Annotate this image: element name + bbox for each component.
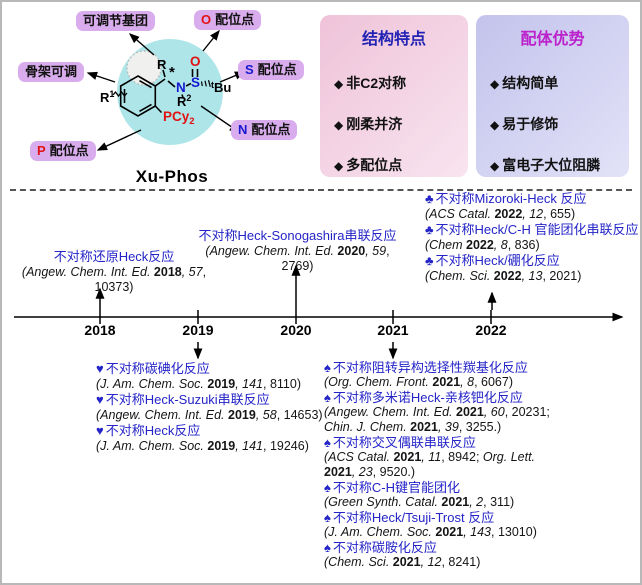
events-2018: 不对称还原Heck反应 (Angew. Chem. Int. Ed. 2018, …	[4, 249, 224, 295]
events-2020: 不对称Heck-Sonogashira串联反应 (Angew. Chem. Int…	[190, 228, 405, 274]
reference-citation: (Chem. Sci. 2021, 12, 8241)	[324, 555, 481, 570]
label-o-site: O 配位点	[194, 10, 262, 31]
reaction-title: ♠ 不对称Heck/Tsuji-Trost 反应	[324, 509, 495, 525]
advantage-item: ◆ 易于修饰	[490, 116, 559, 132]
s-site-atom: S	[245, 62, 254, 77]
reference-citation: (Angew. Chem. Int. Ed. 2020, 59, 2769)	[205, 243, 390, 274]
suit-bullet-icon: ♠	[324, 434, 331, 450]
feature-item: ◆ 非C2对称	[334, 75, 407, 91]
year-label-2018: 2018	[84, 322, 116, 338]
reference-citation: (ACS Catal. 2021, 11, 8942; Org. Lett. 2…	[324, 450, 536, 479]
o-atom-label: O	[190, 54, 201, 69]
feature-item: ◆ 多配位点	[334, 157, 403, 173]
suit-bullet-icon: ♣	[425, 191, 434, 206]
reaction-title: ♥ 不对称碳碘化反应	[96, 361, 210, 376]
reaction-title: ♥ 不对称Heck反应	[96, 423, 201, 439]
reference-citation: (Chem 2022, 8, 836)	[425, 237, 540, 252]
reference-citation: (Green Synth. Catal. 2021, 2, 311)	[324, 495, 515, 510]
suit-bullet-icon: ♥	[96, 392, 104, 408]
year-label-2022: 2022	[475, 322, 507, 338]
events-2021: ♠ 不对称阻转异构选择性羰基化反应 (Org. Chem. Front. 2021,…	[324, 360, 636, 570]
reference-citation: (Angew. Chem. Int. Ed. 2019, 58, 14653)	[96, 407, 323, 422]
reaction-title: ♠ 不对称C-H键官能团化	[324, 479, 461, 495]
suit-bullet-icon: ♣	[425, 253, 434, 269]
reaction-title: ♠ 不对称阻转异构选择性羰基化反应	[324, 360, 528, 375]
diamond-bullet-icon: ◆	[490, 159, 500, 173]
diamond-bullet-icon: ◆	[490, 77, 500, 91]
ligand-advantages-box: 配体优势 ◆ 结构简单 ◆ 易于修饰 ◆ 富电子大位阻膦	[476, 15, 629, 177]
callout-arrows	[86, 29, 246, 151]
reaction-title: ♠ 不对称交叉偶联串联反应	[324, 434, 476, 450]
highlight-circle	[117, 39, 223, 145]
reference-citation: (Org. Chem. Front. 2021, 8, 6067)	[324, 375, 513, 390]
reaction-title: ♣ 不对称Mizoroki-Heck 反应	[425, 191, 587, 206]
diamond-bullet-icon: ◆	[490, 118, 500, 132]
pcy2-group-label: PCy2	[163, 109, 195, 127]
year-label-2021: 2021	[377, 322, 409, 338]
suit-bullet-icon: ♠	[324, 390, 331, 406]
reaction-title: ♣ 不对称Heck/C-H 官能团化串联反应	[425, 222, 639, 238]
reaction-title: 不对称Heck-Sonogashira串联反应	[198, 228, 397, 243]
advantage-item: ◆ 结构简单	[490, 75, 559, 91]
diamond-bullet-icon: ◆	[334, 159, 344, 173]
r1-group-label: R1	[100, 89, 114, 105]
suit-bullet-icon: ♠	[324, 360, 331, 375]
suit-bullet-icon: ♥	[96, 423, 104, 439]
reaction-title: ♥ 不对称Heck-Suzuki串联反应	[96, 392, 270, 408]
timeline-axis	[14, 264, 624, 360]
reference-citation: (Chem. Sci. 2022, 13, 2021)	[425, 269, 582, 284]
r2-group-label: R2	[177, 93, 191, 109]
suit-bullet-icon: ♠	[324, 509, 331, 525]
diamond-bullet-icon: ◆	[334, 77, 344, 91]
label-adjustable-group: 可调节基团	[76, 11, 156, 32]
events-2022: ♣ 不对称Mizoroki-Heck 反应 (ACS Catal. 2022, 12…	[425, 191, 640, 284]
stereocenter-mark: *	[169, 64, 175, 81]
structural-features-box: 结构特点 ◆ 非C2对称 ◆ 刚柔并济 ◆ 多配位点	[320, 15, 468, 177]
suit-bullet-icon: ♥	[96, 361, 104, 376]
p-site-atom: P	[37, 143, 46, 158]
reference-citation: (Angew. Chem. Int. Ed. 2021, 60, 20231; …	[324, 405, 550, 435]
reaction-title: ♠ 不对称碳胺化反应	[324, 539, 437, 555]
n-site-atom: N	[238, 122, 248, 137]
ligand-name: Xu-Phos	[135, 167, 209, 186]
s-atom-label: S	[191, 75, 200, 90]
advantages-box-title: 配体优势	[520, 31, 585, 48]
n-atom-label: N	[176, 80, 186, 95]
feature-item: ◆ 刚柔并济	[334, 116, 403, 132]
tbu-group-label: tBu	[211, 80, 231, 95]
features-list: ◆ 非C2对称 ◆ 刚柔并济 ◆ 多配位点	[320, 73, 468, 175]
label-n-site: N 配位点	[231, 120, 298, 141]
label-s-site: S 配位点	[238, 60, 304, 81]
features-box-title: 结构特点	[361, 31, 426, 48]
suit-bullet-icon: ♠	[324, 479, 331, 495]
bonds	[112, 69, 211, 114]
diamond-bullet-icon: ◆	[334, 118, 344, 132]
advantage-item: ◆ 富电子大位阻膦	[490, 157, 601, 173]
advantages-list: ◆ 结构简单 ◆ 易于修饰 ◆ 富电子大位阻膦	[476, 73, 629, 175]
reaction-title: ♠ 不对称多米诺Heck-亲核钯化反应	[324, 390, 523, 406]
suit-bullet-icon: ♠	[324, 539, 331, 555]
ligand-structure-drawing: R * R1 N R2 S O tBu PCy2	[86, 29, 246, 151]
r-group-label: R	[157, 57, 167, 72]
reference-citation: (ACS Catal. 2022, 12, 655)	[425, 206, 576, 221]
reference-citation: (J. Am. Chem. Soc. 2021, 143, 13010)	[324, 525, 537, 540]
year-label-2020: 2020	[280, 322, 312, 338]
label-p-site: P 配位点	[30, 141, 96, 162]
reference-citation: (J. Am. Chem. Soc. 2019, 141, 19246)	[96, 439, 309, 454]
label-skeleton-tunable: 骨架可调	[18, 62, 85, 83]
o-site-atom: O	[201, 12, 212, 27]
reference-citation: (Angew. Chem. Int. Ed. 2018, 57, 10373)	[21, 264, 207, 295]
events-2019: ♥ 不对称碳碘化反应 (J. Am. Chem. Soc. 2019, 141, 8…	[96, 361, 352, 454]
year-label-2019: 2019	[182, 322, 214, 338]
suit-bullet-icon: ♣	[425, 222, 434, 238]
dotted-sphere	[126, 50, 162, 86]
reaction-title: 不对称还原Heck反应	[53, 249, 175, 264]
reference-citation: (J. Am. Chem. Soc. 2019, 141, 8110)	[96, 376, 301, 391]
reaction-title: ♣ 不对称Heck/硼化反应	[425, 253, 560, 269]
dashed-divider	[10, 189, 632, 191]
